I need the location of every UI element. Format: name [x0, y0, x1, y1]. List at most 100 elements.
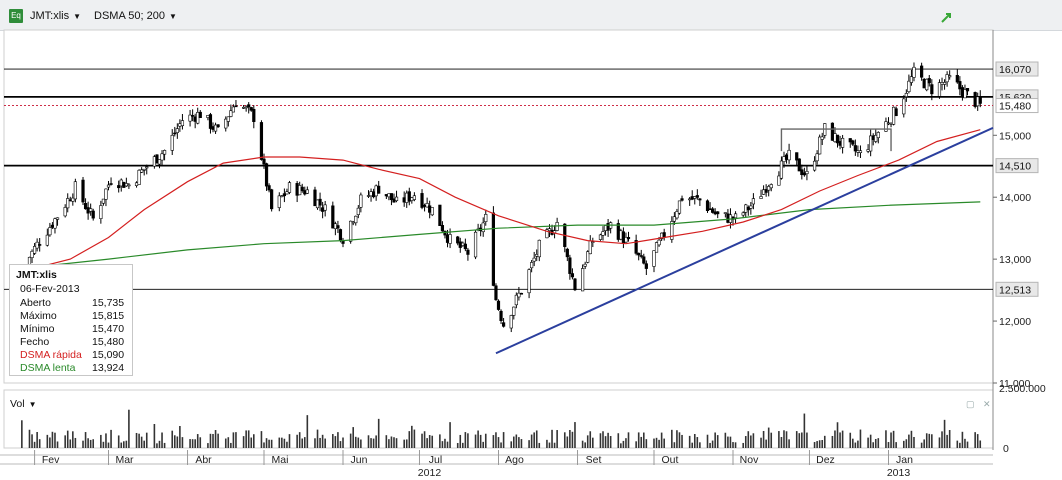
candle-body [473, 231, 478, 258]
candle-body [277, 195, 281, 208]
candle-body [723, 212, 727, 214]
candle-body [512, 306, 516, 316]
price-plot-area [3, 29, 994, 384]
candle-body [517, 292, 521, 298]
candle-body [461, 242, 465, 246]
candle-body [188, 114, 192, 122]
candle-body [565, 248, 569, 258]
candle-body [229, 110, 233, 117]
candle-body [835, 134, 840, 144]
candle-body [331, 205, 335, 229]
indicator-selector[interactable]: DSMA 50; 200 ▼ [94, 10, 177, 22]
x-month-label: Jan [896, 454, 913, 466]
restore-icon[interactable]: ▢ [966, 399, 975, 409]
equity-icon: Eq [9, 9, 23, 23]
candle-body [81, 179, 85, 203]
ticker-selector[interactable]: JMT:xlis ▼ [30, 10, 81, 22]
candle-body [812, 160, 817, 171]
candle-body [759, 196, 763, 199]
volume-panel-controls: ▢ ✕ [966, 399, 991, 410]
candle-body [106, 184, 111, 188]
candle-body [942, 82, 947, 85]
candle-body [196, 112, 200, 124]
candle-body [282, 193, 286, 197]
candle-body [193, 116, 197, 122]
candle-body [856, 150, 860, 153]
candle-body [784, 154, 789, 160]
candle-body [366, 195, 371, 197]
info-label: DSMA rápida [20, 349, 82, 361]
candle-body [841, 137, 845, 148]
candle-body [930, 84, 934, 95]
candle-body [484, 214, 488, 222]
level-label: 12,513 [999, 284, 1031, 296]
candle-body [621, 231, 625, 244]
candle-body [313, 189, 317, 207]
candle-body [384, 194, 388, 197]
close-icon[interactable]: ✕ [983, 399, 991, 409]
candle-body [333, 223, 337, 230]
candle-body [359, 194, 363, 208]
candle-body [35, 241, 39, 249]
y-tick-label: 13,000 [999, 254, 1031, 266]
candle-body [761, 189, 766, 195]
candle-body [252, 108, 256, 122]
candle-body [71, 197, 75, 202]
candle-body [224, 118, 228, 129]
volume-label: Vol [10, 398, 25, 410]
level-label: 16,070 [999, 64, 1031, 76]
candle-body [654, 242, 659, 253]
level-label-box [995, 158, 1039, 174]
candle-body [226, 116, 230, 122]
candle-body [777, 175, 781, 186]
candle-body [349, 220, 353, 242]
candle-body [588, 240, 592, 255]
candle-body [833, 133, 837, 142]
candle-body [443, 230, 447, 236]
candle-body [372, 191, 376, 198]
candle-body [145, 166, 149, 169]
candle-body [726, 213, 730, 223]
candle-body [662, 232, 666, 238]
candle-body [922, 78, 926, 89]
candle-body [945, 74, 949, 83]
candle-body [180, 120, 185, 127]
candle-body [537, 239, 541, 258]
candle-body [779, 160, 784, 179]
candle-body [445, 234, 450, 243]
candle-body [321, 207, 325, 212]
candle-body [616, 223, 620, 240]
candle-body [744, 204, 748, 213]
candle-body [705, 200, 710, 212]
candle-body [894, 108, 898, 117]
info-row-slow-ma: DSMA lenta 13,924 [20, 362, 126, 375]
candle-body [491, 212, 496, 286]
candle-body [438, 204, 442, 226]
candle-body [122, 181, 126, 188]
candle-body [866, 149, 870, 152]
candle-body [927, 78, 931, 84]
candle-body [581, 268, 585, 292]
candle-body [206, 115, 210, 118]
candle-body [976, 96, 980, 107]
candle-body [598, 234, 603, 240]
candle-body [198, 111, 202, 118]
candle-body [657, 239, 661, 246]
info-value: 15,815 [92, 310, 125, 322]
candle-body [175, 128, 179, 133]
candle-body [909, 76, 914, 83]
x-month-label: Dez [816, 454, 835, 466]
x-month-label: Set [586, 454, 602, 466]
candle-body [45, 234, 49, 246]
volume-selector[interactable]: Vol ▼ [10, 398, 37, 410]
info-label: Mínimo [20, 323, 55, 335]
x-month-label: Mai [272, 454, 289, 466]
candle-body [848, 138, 852, 143]
candle-body [800, 169, 804, 176]
candle-body [973, 92, 977, 107]
info-value: 15,470 [92, 323, 125, 335]
level-label: 14,510 [999, 161, 1031, 173]
candle-body [639, 255, 643, 257]
candle-body [797, 158, 801, 172]
